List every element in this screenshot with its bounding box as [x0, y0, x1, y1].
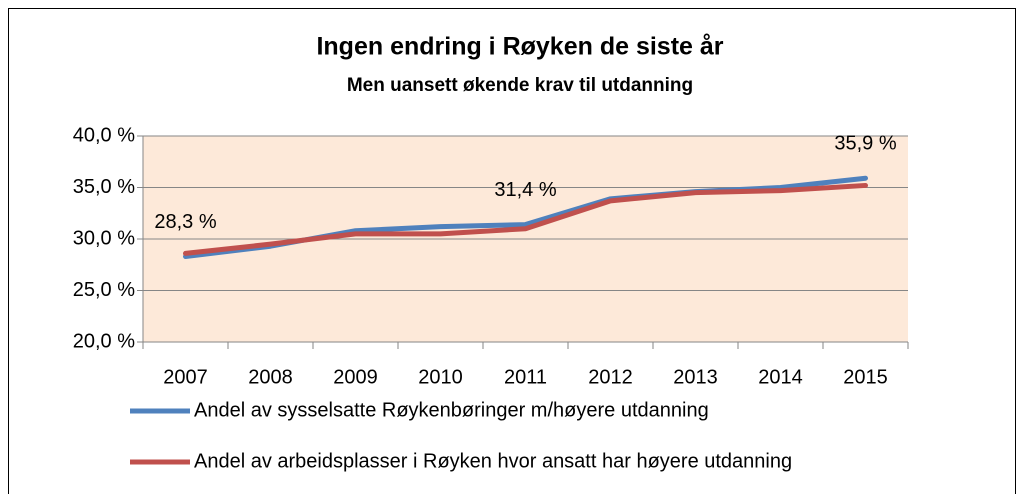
series-line	[183, 182, 868, 256]
y-tick-label: 40,0 %	[73, 124, 135, 146]
y-tick-label: 25,0 %	[73, 279, 135, 301]
x-tick-label: 2010	[418, 366, 463, 388]
x-tick-label: 2012	[588, 366, 633, 388]
y-tick-label: 35,0 %	[73, 176, 135, 198]
y-tick-label: 20,0 %	[73, 330, 135, 352]
x-tick-label: 2011	[504, 366, 547, 388]
x-tick-label: 2014	[758, 366, 803, 388]
x-tick-label: 2013	[673, 366, 718, 388]
legend-label: Andel av arbeidsplasser i Røyken hvor an…	[194, 450, 792, 472]
chart-subtitle: Men uansett økende krav til utdanning	[347, 75, 693, 96]
data-label: 28,3 %	[154, 211, 216, 233]
y-tick-label: 30,0 %	[73, 227, 135, 249]
data-label: 31,4 %	[494, 179, 556, 201]
x-tick-label: 2009	[333, 366, 378, 388]
chart-title: Ingen endring i Røyken de siste år	[316, 33, 723, 61]
legend-label: Andel av sysselsatte Røykenbøringer m/hø…	[194, 399, 709, 421]
x-tick-label: 2007	[163, 366, 208, 388]
data-label: 35,9 %	[834, 133, 896, 155]
x-tick-label: 2008	[248, 366, 293, 388]
x-tick-label: 2015	[843, 366, 888, 388]
